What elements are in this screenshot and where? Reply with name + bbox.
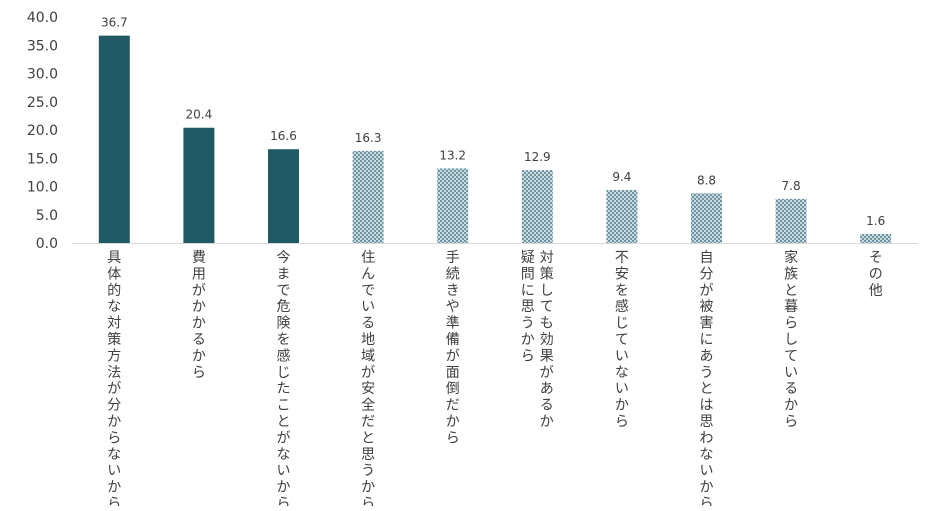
bar <box>606 189 638 243</box>
y-tick-label: 40.0 <box>27 10 58 26</box>
y-tick-label: 35.0 <box>27 38 58 54</box>
data-label: 7.8 <box>782 179 801 193</box>
x-tick-label: 自分が被害にあうとは思わないから <box>700 250 714 511</box>
data-label: 13.2 <box>439 148 466 162</box>
bar <box>98 35 130 243</box>
bar-series <box>98 35 892 243</box>
bar <box>521 170 553 243</box>
x-tick-label: 今まで危険を感じたことがないから <box>277 250 291 511</box>
y-tick-label: 25.0 <box>27 95 58 111</box>
bar <box>183 127 215 243</box>
x-tick-label-line: 対策しても効果があるか <box>540 250 554 430</box>
x-tick-label-line: 住んでいる地域が安全だと思うから <box>361 250 375 506</box>
x-tick-label-line: 家族と暮らしているから <box>784 249 798 430</box>
data-label: 16.6 <box>270 129 297 143</box>
x-tick-label-line: 具体的な対策方法が分からないから <box>107 250 121 506</box>
x-tick-label: その他 <box>869 250 883 299</box>
x-tick-label: 住んでいる地域が安全だと思うから <box>361 250 375 511</box>
data-label: 1.6 <box>866 214 885 228</box>
data-label: 12.9 <box>524 150 551 164</box>
x-tick-label: 具体的な対策方法が分からないから <box>107 250 121 511</box>
y-tick-label: 15.0 <box>27 151 58 167</box>
y-tick-label: 5.0 <box>36 208 58 224</box>
x-tick-label: 不安を感じていないから <box>615 250 629 430</box>
x-axis: 具体的な対策方法が分からないから 費用がかかるから 今まで危険を感じたことがないから… <box>72 243 918 511</box>
x-tick-label-line: 費用がかかるから <box>192 250 206 381</box>
bar <box>437 168 469 243</box>
bar <box>352 150 384 243</box>
y-tick-label: 0.0 <box>36 236 58 252</box>
x-tick-label-line: 疑問に思うから <box>521 250 535 364</box>
y-tick-label: 30.0 <box>27 67 58 83</box>
x-tick-label-line: 自分が被害にあうとは思わないから <box>700 250 714 506</box>
data-label: 8.8 <box>697 173 716 187</box>
bar <box>860 233 892 243</box>
bar <box>691 193 722 243</box>
x-tick-label-line: その他 <box>869 250 883 299</box>
bar <box>775 198 807 243</box>
x-tick-label-line: 手続きや準備が面倒だから <box>446 250 460 446</box>
data-label: 20.4 <box>186 108 213 122</box>
x-tick-label-line: 今まで危険を感じたことがないから <box>277 250 291 506</box>
data-labels: 36.7 20.4 16.6 16.3 13.2 12.9 9.4 8.8 7.8 1.6 <box>101 16 885 228</box>
data-label: 36.7 <box>101 16 128 30</box>
y-axis: 0.0 5.0 10.0 15.0 20.0 25.0 30.0 35.0 40.0 <box>27 10 58 252</box>
bar <box>268 149 299 243</box>
x-tick-label: 家族と暮らしているから <box>784 249 798 430</box>
x-tick-label-line: 不安を感じていないから <box>615 250 629 430</box>
y-tick-label: 20.0 <box>27 123 58 139</box>
data-label: 9.4 <box>612 170 631 184</box>
y-tick-label: 10.0 <box>27 180 58 196</box>
x-tick-label: 費用がかかるから <box>192 250 206 381</box>
data-label: 16.3 <box>355 131 382 145</box>
x-tick-label: 手続きや準備が面倒だから <box>446 250 460 446</box>
